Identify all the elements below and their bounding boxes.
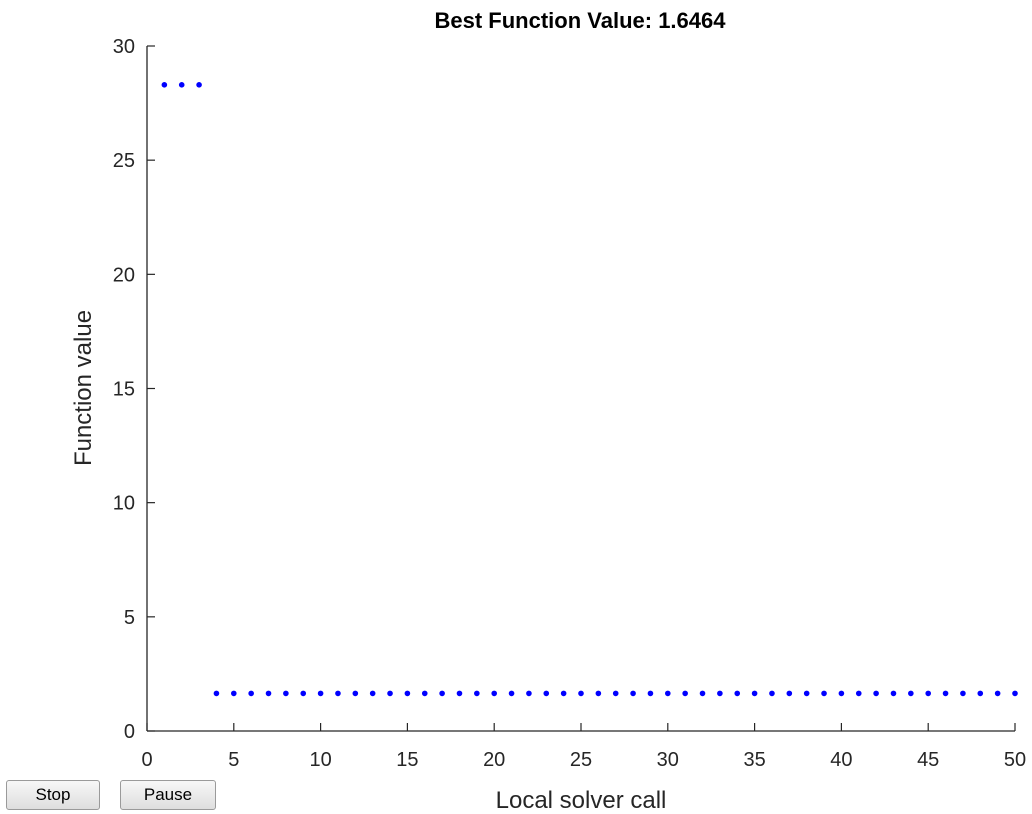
data-point — [508, 690, 515, 697]
data-point — [699, 690, 706, 697]
data-point — [960, 690, 966, 697]
data-point — [977, 690, 984, 697]
data-point — [925, 690, 931, 697]
data-point — [178, 82, 185, 88]
data-point — [526, 690, 532, 697]
x-tick-label: 20 — [483, 749, 505, 771]
x-tick-label: 40 — [830, 749, 852, 771]
data-point — [335, 690, 341, 697]
data-point — [300, 690, 307, 697]
data-point — [578, 690, 584, 697]
y-axis-label: Function value — [70, 310, 97, 466]
data-point — [803, 690, 810, 697]
y-tick-label: 25 — [113, 150, 135, 172]
data-point — [769, 690, 775, 697]
data-point — [317, 690, 324, 697]
x-tick-label: 0 — [141, 749, 152, 771]
data-point — [491, 690, 498, 697]
data-point — [161, 82, 168, 88]
data-point — [387, 690, 393, 697]
x-tick-label: 25 — [570, 749, 592, 771]
x-tick-label: 45 — [917, 749, 939, 771]
data-point — [855, 690, 862, 697]
data-point — [248, 690, 254, 697]
data-point — [439, 690, 445, 697]
data-point — [283, 690, 289, 697]
data-point — [751, 690, 758, 697]
x-tick-label: 50 — [1004, 749, 1026, 771]
x-tick-label: 10 — [309, 749, 331, 771]
data-point — [595, 690, 602, 697]
data-points — [161, 82, 1018, 697]
data-point — [890, 690, 897, 697]
data-point — [942, 690, 949, 697]
data-point — [630, 690, 636, 697]
y-tick-label: 0 — [124, 721, 135, 743]
data-point — [665, 690, 671, 697]
data-point — [682, 690, 688, 697]
x-tick-label: 35 — [743, 749, 765, 771]
data-point — [421, 690, 428, 697]
y-tick-label: 20 — [113, 264, 135, 286]
data-point — [838, 690, 845, 697]
data-point — [786, 690, 793, 697]
data-point — [908, 690, 914, 697]
data-point — [352, 690, 359, 697]
data-point — [404, 690, 411, 697]
y-tick-label: 10 — [113, 493, 135, 515]
data-point — [994, 690, 1001, 697]
data-point — [821, 690, 827, 697]
data-point — [873, 690, 879, 697]
data-point — [456, 690, 463, 697]
data-point — [265, 690, 272, 697]
y-tick-label: 15 — [113, 379, 135, 401]
stop-button[interactable]: Stop — [6, 780, 100, 810]
x-tick-label: 15 — [396, 749, 418, 771]
data-point — [543, 690, 550, 697]
chart-title: Best Function Value: 1.6464 — [435, 8, 727, 33]
data-point — [474, 690, 480, 697]
data-point — [717, 690, 723, 697]
data-point — [612, 690, 619, 697]
data-point — [560, 690, 567, 697]
y-tick-label: 30 — [113, 36, 135, 58]
pause-button[interactable]: Pause — [120, 780, 216, 810]
data-point — [231, 690, 237, 697]
data-point — [734, 690, 741, 697]
x-axis-label: Local solver call — [496, 787, 667, 814]
data-point — [213, 690, 220, 697]
x-tick-label: 30 — [657, 749, 679, 771]
data-point — [196, 82, 202, 88]
data-point — [647, 690, 654, 697]
axes: 0 5 10 15 20 25 30 35 40 45 50 0 5 10 15 20 25 30 — [113, 36, 1026, 771]
data-point — [1012, 690, 1018, 697]
data-point — [369, 690, 376, 697]
y-tick-label: 5 — [124, 607, 135, 629]
x-tick-label: 5 — [228, 749, 239, 771]
